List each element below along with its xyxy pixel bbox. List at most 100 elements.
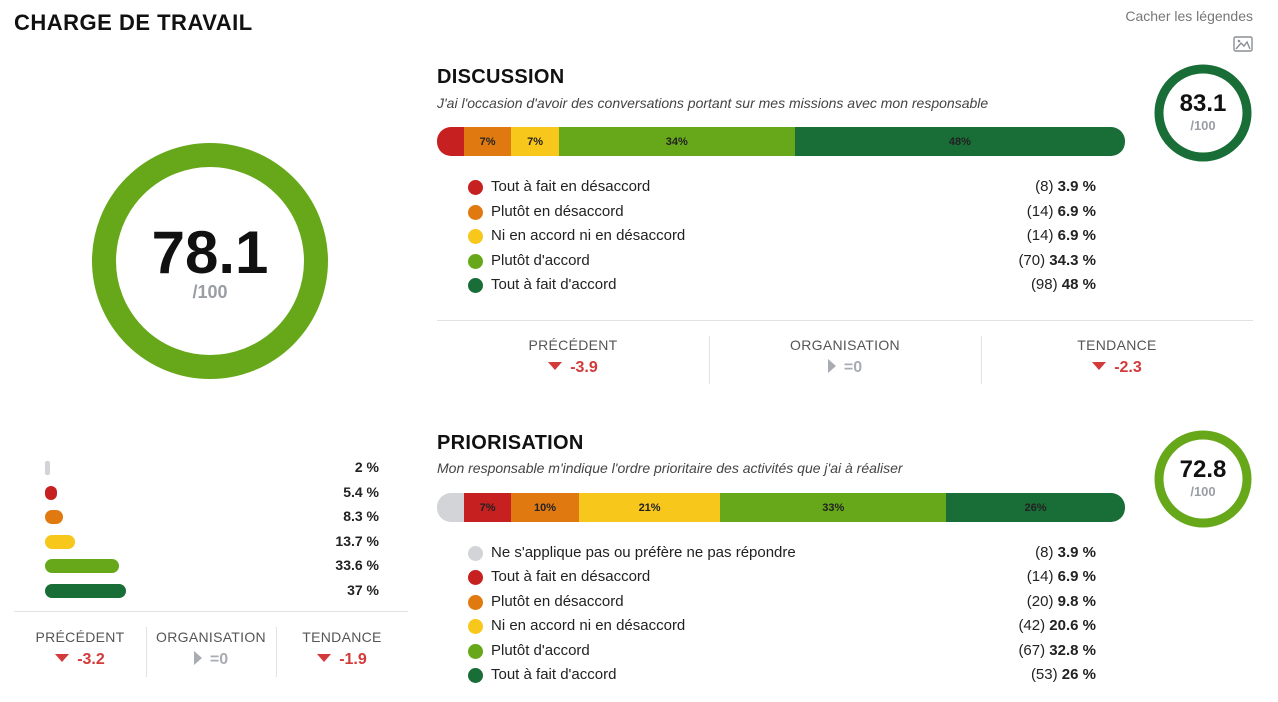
legend-value: (42) 20.6 % bbox=[1018, 617, 1096, 634]
question-title: PRIORISATION bbox=[437, 432, 584, 454]
legend-item: Plutôt d'accord (67) 32.8 % bbox=[468, 641, 1096, 661]
legend-label: Tout à fait en désaccord bbox=[491, 568, 651, 585]
overall-score-gauge bbox=[92, 143, 328, 379]
legend-label: Tout à fait d'accord bbox=[491, 276, 617, 293]
distribution-bar bbox=[45, 461, 50, 475]
question-score-denominator: /100 bbox=[1190, 484, 1216, 499]
distribution-row: 8.3 % bbox=[45, 508, 379, 524]
legend-value: (14) 6.9 % bbox=[1026, 568, 1096, 585]
legend-dot bbox=[468, 254, 483, 269]
question-score-gauge bbox=[1154, 64, 1252, 162]
question-score: 72.8 bbox=[1179, 456, 1227, 483]
page-title: CHARGE DE TRAVAIL bbox=[14, 10, 253, 35]
legend-value: (67) 32.8 % bbox=[1018, 642, 1096, 659]
distribution-bar bbox=[45, 559, 119, 573]
legend-item: Tout à fait en désaccord (14) 6.9 % bbox=[468, 567, 1096, 587]
legend-value: (20) 9.8 % bbox=[1026, 593, 1096, 610]
legend-item: Ne s'applique pas ou préfère ne pas répo… bbox=[468, 543, 1096, 563]
metric-value: -3.9 bbox=[570, 359, 598, 376]
legend-value: (14) 6.9 % bbox=[1026, 227, 1096, 244]
legend-value: (98) 48 % bbox=[1030, 276, 1096, 293]
legend-value: (53) 26 % bbox=[1030, 666, 1096, 683]
distribution-row: 5.4 % bbox=[45, 484, 379, 500]
divider bbox=[276, 627, 277, 677]
overall-metric-organisation: ORGANISATION =0 bbox=[146, 629, 276, 669]
legend-item: Tout à fait en désaccord (8) 3.9 % bbox=[468, 177, 1096, 197]
image-icon[interactable] bbox=[1233, 36, 1253, 52]
question-score-gauge bbox=[1154, 430, 1252, 528]
trend-neutral-icon bbox=[193, 651, 202, 665]
legend-item: Plutôt d'accord (70) 34.3 % bbox=[468, 251, 1096, 271]
distribution-value: 33.6 % bbox=[335, 557, 379, 573]
legend-label: Ne s'applique pas ou préfère ne pas répo… bbox=[491, 544, 796, 561]
divider bbox=[146, 627, 147, 677]
legend-item: Tout à fait d'accord (98) 48 % bbox=[468, 275, 1096, 295]
question-score: 83.1 bbox=[1179, 90, 1227, 117]
trend-down-icon bbox=[548, 362, 563, 370]
response-segment: 10% bbox=[511, 493, 579, 522]
metric-label: TENDANCE bbox=[302, 629, 382, 645]
trend-down-icon bbox=[317, 654, 332, 662]
metric-value: -3.2 bbox=[77, 651, 105, 668]
response-segment: 21% bbox=[578, 493, 721, 522]
trend-down-icon bbox=[1092, 362, 1107, 370]
legend-dot bbox=[468, 668, 483, 683]
legend-value: (8) 3.9 % bbox=[1035, 178, 1096, 195]
distribution-bar bbox=[45, 535, 76, 549]
metric-label: ORGANISATION bbox=[790, 337, 900, 353]
metric-value: =0 bbox=[209, 651, 229, 668]
legend-label: Tout à fait en désaccord bbox=[491, 178, 651, 195]
distribution-value: 37 % bbox=[347, 582, 379, 598]
overall-gauge-ring bbox=[92, 143, 328, 379]
legend-dot bbox=[468, 278, 483, 293]
distribution-bar bbox=[45, 510, 64, 524]
question-score-denominator: /100 bbox=[1190, 118, 1216, 133]
metric-label: PRÉCÉDENT bbox=[35, 629, 125, 645]
discussion-metric-organisation: ORGANISATION =0 bbox=[709, 337, 981, 377]
metric-label: ORGANISATION bbox=[156, 629, 266, 645]
response-segment bbox=[437, 127, 464, 156]
metric-value: =0 bbox=[843, 359, 863, 376]
question-subtitle: Mon responsable m'indique l'ordre priori… bbox=[437, 460, 903, 476]
legend-dot bbox=[468, 595, 483, 610]
distribution-row: 33.6 % bbox=[45, 557, 379, 573]
legend-label: Ni en accord ni en désaccord bbox=[491, 617, 686, 634]
discussion-metric-previous: PRÉCÉDENT -3.9 bbox=[437, 337, 709, 377]
distribution-value: 8.3 % bbox=[343, 508, 379, 524]
response-stacked-bar: 7% 7% 34% 48% bbox=[437, 127, 1125, 156]
legend-item: Ni en accord ni en désaccord (42) 20.6 % bbox=[468, 616, 1096, 636]
legend-value: (70) 34.3 % bbox=[1018, 252, 1096, 269]
divider bbox=[14, 611, 408, 612]
legend-item: Tout à fait d'accord (53) 26 % bbox=[468, 665, 1096, 685]
legend-label: Ni en accord ni en désaccord bbox=[491, 227, 686, 244]
response-segment: 34% bbox=[558, 127, 795, 156]
trend-neutral-icon bbox=[827, 359, 836, 373]
legend-item: Plutôt en désaccord (20) 9.8 % bbox=[468, 592, 1096, 612]
question-subtitle: J'ai l'occasion d'avoir des conversation… bbox=[437, 95, 989, 111]
metric-label: TENDANCE bbox=[1077, 337, 1157, 353]
question-title: DISCUSSION bbox=[437, 66, 565, 88]
trend-down-icon bbox=[55, 654, 70, 662]
legend-dot bbox=[468, 229, 483, 244]
hide-legends-link[interactable]: Cacher les légendes bbox=[1125, 8, 1253, 24]
overall-metric-tendance: TENDANCE -1.9 bbox=[276, 629, 408, 669]
distribution-value: 5.4 % bbox=[343, 484, 379, 500]
response-segment: 26% bbox=[946, 493, 1125, 522]
legend-item: Plutôt en désaccord (14) 6.9 % bbox=[468, 202, 1096, 222]
distribution-value: 2 % bbox=[354, 459, 379, 475]
legend-label: Plutôt d'accord bbox=[491, 252, 590, 269]
response-segment: 7% bbox=[463, 493, 512, 522]
legend-dot bbox=[468, 570, 483, 585]
response-stacked-bar: 7% 10% 21% 33% 26% bbox=[437, 493, 1125, 522]
legend-dot bbox=[468, 546, 483, 561]
distribution-bar bbox=[45, 584, 127, 598]
response-segment bbox=[437, 493, 464, 522]
distribution-row: 37 % bbox=[45, 582, 379, 598]
legend-label: Tout à fait d'accord bbox=[491, 666, 617, 683]
metric-value: -1.9 bbox=[339, 651, 367, 668]
distribution-row: 2 % bbox=[45, 459, 379, 475]
distribution-value: 13.7 % bbox=[335, 533, 379, 549]
legend-label: Plutôt d'accord bbox=[491, 642, 590, 659]
response-segment: 48% bbox=[794, 127, 1125, 156]
distribution-row: 13.7 % bbox=[45, 533, 379, 549]
